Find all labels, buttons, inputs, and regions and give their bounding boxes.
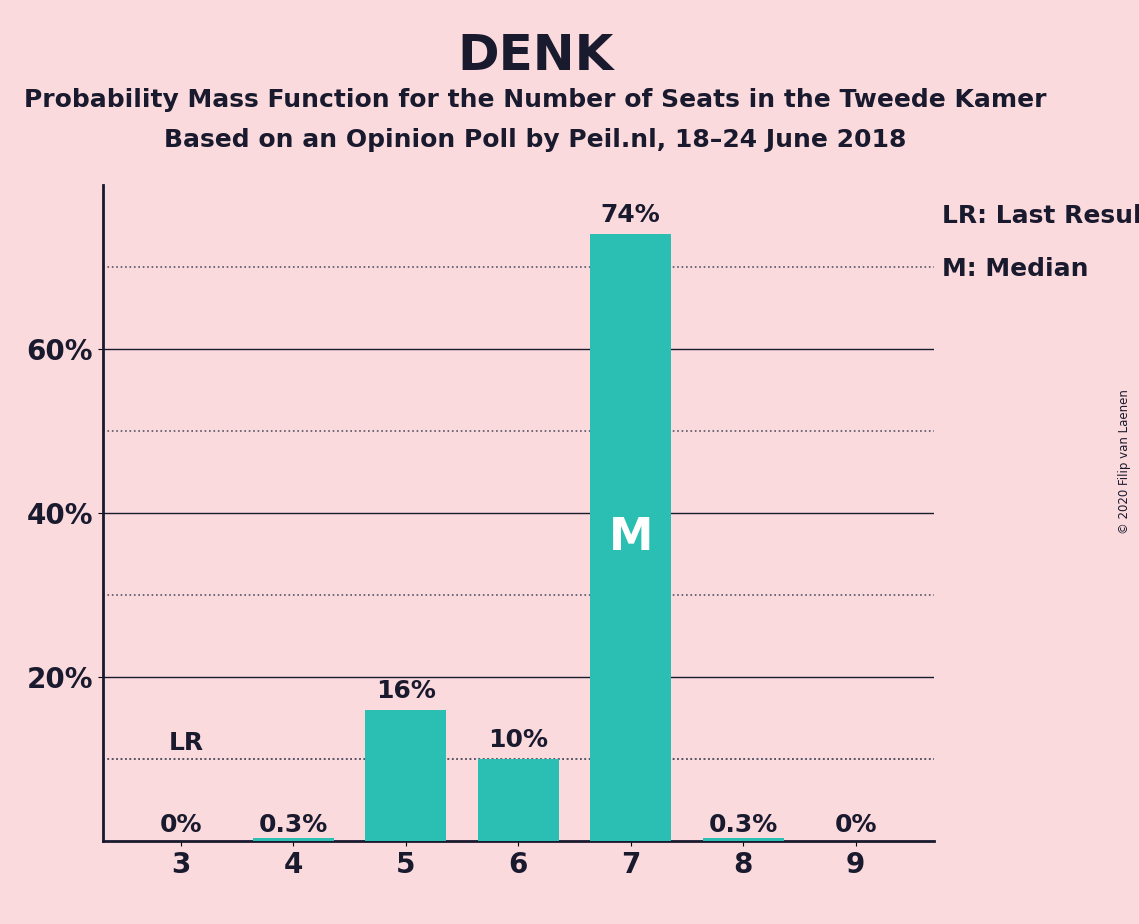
Text: 16%: 16%	[376, 679, 436, 703]
Text: Based on an Opinion Poll by Peil.nl, 18–24 June 2018: Based on an Opinion Poll by Peil.nl, 18–…	[164, 128, 907, 152]
Text: M: M	[608, 516, 653, 559]
Text: 10%: 10%	[489, 728, 548, 752]
Text: LR: LR	[169, 731, 204, 755]
Text: DENK: DENK	[457, 32, 614, 80]
Text: 0%: 0%	[159, 813, 202, 837]
Text: Probability Mass Function for the Number of Seats in the Tweede Kamer: Probability Mass Function for the Number…	[24, 88, 1047, 112]
Bar	[477, 759, 559, 841]
Text: 0.3%: 0.3%	[259, 813, 328, 837]
Text: LR: Last Result: LR: Last Result	[942, 204, 1139, 228]
Text: 74%: 74%	[601, 203, 661, 227]
Text: 0.3%: 0.3%	[708, 813, 778, 837]
Bar	[590, 234, 671, 841]
Bar	[253, 838, 334, 841]
Text: © 2020 Filip van Laenen: © 2020 Filip van Laenen	[1118, 390, 1131, 534]
Text: 0%: 0%	[835, 813, 877, 837]
Text: M: Median: M: Median	[942, 257, 1089, 281]
Bar	[703, 838, 784, 841]
Bar	[366, 710, 446, 841]
